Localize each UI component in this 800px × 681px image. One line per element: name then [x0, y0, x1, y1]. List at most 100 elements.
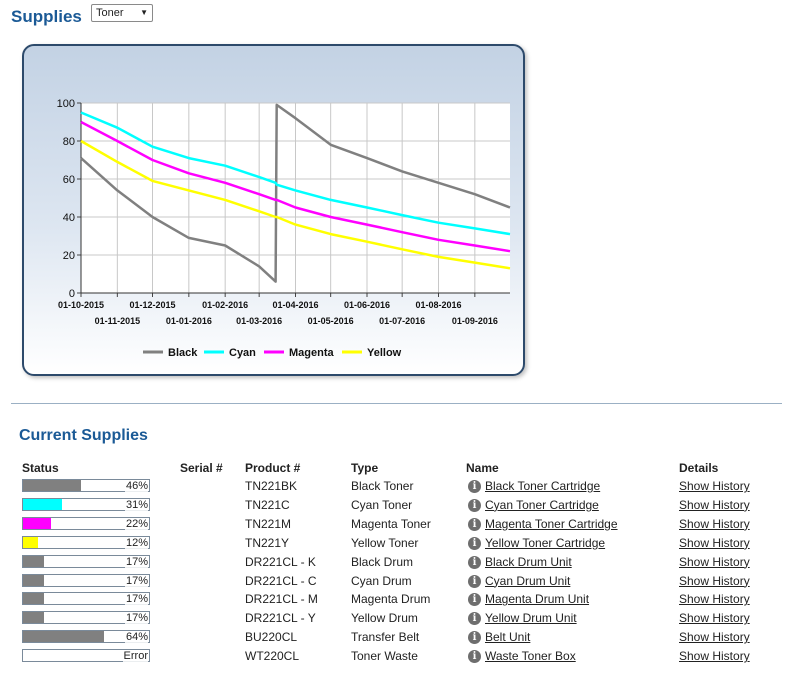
status-level-fill	[23, 536, 39, 548]
status-level-fill	[23, 480, 81, 491]
product-number: WT220CL	[245, 649, 300, 664]
status-percent: 17%	[124, 612, 148, 625]
supply-name-link[interactable]: Magenta Drum Unit	[485, 592, 590, 607]
show-history-link[interactable]: Show History	[679, 535, 750, 550]
status-level-fill	[23, 593, 45, 605]
info-icon[interactable]: i	[468, 631, 481, 645]
status-level-fill	[23, 574, 45, 586]
supply-type: Yellow Toner	[351, 535, 419, 550]
status-level-bar: 64%	[22, 630, 150, 644]
show-history-link[interactable]: Show History	[679, 479, 750, 493]
show-history-link[interactable]: Show History	[679, 516, 750, 531]
supply-name-link[interactable]: Yellow Toner Cartridge	[485, 535, 606, 550]
x-tick-label: 01-09-2016	[452, 316, 498, 326]
supplies-chart: 0 20 40 60 80 100 01-10-2015 01-12-2015 01-02-20…	[57, 98, 511, 359]
x-tick-label: 01-05-2016	[308, 316, 354, 326]
y-tick-label: 0	[69, 288, 75, 300]
x-tick-label: 01-01-2016	[166, 316, 212, 326]
status-percent: 22%	[124, 517, 148, 530]
supply-name-link[interactable]: Belt Unit	[485, 630, 531, 645]
status-percent: 12%	[124, 536, 148, 549]
product-number: BU220CL	[245, 630, 298, 645]
details-header: Details	[679, 461, 719, 475]
status-level-fill	[23, 498, 63, 510]
y-tick-label: 60	[63, 174, 75, 186]
show-history-link[interactable]: Show History	[679, 611, 750, 626]
info-icon[interactable]: i	[468, 498, 481, 512]
y-tick-label: 100	[57, 98, 75, 110]
product-number: TN221BK	[245, 479, 298, 493]
show-history-link[interactable]: Show History	[679, 649, 750, 664]
show-history-link[interactable]: Show History	[679, 592, 750, 607]
legend-label: Yellow	[367, 347, 402, 359]
status-level-fill	[23, 555, 45, 567]
legend-label: Magenta	[289, 347, 335, 359]
show-history-link[interactable]: Show History	[679, 630, 750, 645]
show-history-link[interactable]: Show History	[679, 573, 750, 588]
info-icon[interactable]: i	[468, 650, 481, 664]
info-icon[interactable]: i	[468, 517, 481, 531]
supply-name-link[interactable]: Black Toner Cartridge	[485, 479, 601, 493]
product-number: DR221CL - Y	[245, 611, 316, 626]
supply-type: Yellow Drum	[351, 611, 418, 626]
supply-name-link[interactable]: Waste Toner Box	[485, 649, 576, 664]
x-tick-label: 01-11-2015	[95, 316, 141, 326]
status-level-fill	[23, 517, 51, 529]
type-header: Type	[351, 461, 379, 475]
supply-row: 64% BU220CL Transfer Belt i Belt Unit Show Hi…	[0, 628, 800, 647]
supply-type: Black Toner	[351, 479, 414, 493]
current-supplies-title: Current Supplies	[19, 427, 148, 444]
info-icon[interactable]: i	[468, 612, 481, 626]
supply-name-link[interactable]: Cyan Toner Cartridge	[485, 497, 599, 512]
status-level-bar: 17%	[22, 592, 150, 606]
status-percent: Error	[122, 650, 148, 663]
product-number: DR221CL - K	[245, 554, 316, 569]
y-tick-label: 40	[63, 212, 75, 224]
x-tick-label: 01-08-2016	[415, 300, 461, 310]
y-tick-label: 20	[63, 250, 75, 262]
supply-name-link[interactable]: Yellow Drum Unit	[485, 611, 577, 626]
show-history-link[interactable]: Show History	[679, 497, 750, 512]
info-icon[interactable]: i	[468, 555, 481, 569]
status-level-bar: 31%	[22, 497, 150, 511]
info-icon[interactable]: i	[468, 574, 481, 588]
x-tick-label: 01-03-2016	[236, 316, 282, 326]
status-percent: 17%	[124, 593, 148, 606]
x-tick-label: 01-04-2016	[272, 300, 318, 310]
status-percent: 17%	[124, 574, 148, 587]
supply-row: Error WT220CL Toner Waste i Waste Toner Box S…	[0, 647, 800, 666]
supply-name-link[interactable]: Cyan Drum Unit	[485, 573, 571, 588]
info-icon[interactable]: i	[468, 536, 481, 550]
info-icon[interactable]: i	[468, 593, 481, 607]
status-level-bar: 17%	[22, 554, 150, 568]
supply-type-select-value: Toner	[96, 7, 124, 19]
supply-type: Cyan Toner	[351, 497, 413, 512]
supply-row: 31% TN221C Cyan Toner i Cyan Toner Cartridge…	[0, 496, 800, 515]
page-title: Supplies	[11, 7, 82, 26]
supply-type: Magenta Toner	[351, 516, 431, 531]
supply-type: Black Drum	[351, 554, 414, 569]
x-tick-label: 01-12-2015	[129, 300, 175, 310]
product-number: TN221M	[245, 516, 292, 531]
supply-name-link[interactable]: Black Drum Unit	[485, 554, 572, 569]
series-line-magenta	[80, 120, 511, 253]
show-history-link[interactable]: Show History	[679, 554, 750, 569]
status-level-fill	[23, 631, 104, 643]
legend-label: Black	[168, 347, 198, 359]
info-icon[interactable]: i	[468, 480, 481, 493]
supply-type: Toner Waste	[351, 649, 418, 664]
supply-name-link[interactable]: Magenta Toner Cartridge	[485, 516, 618, 531]
status-level-bar: 17%	[22, 611, 150, 625]
status-header: Status	[22, 461, 59, 475]
supply-type-select[interactable]: Toner ▼	[91, 4, 153, 22]
supply-row: 22% TN221M Magenta Toner i Magenta Toner Car…	[0, 515, 800, 534]
x-tick-label: 01-02-2016	[202, 300, 248, 310]
status-percent: 64%	[124, 631, 148, 644]
status-percent: 31%	[124, 498, 148, 511]
status-level-bar: 12%	[22, 535, 150, 549]
supply-row: 17% DR221CL - M Magenta Drum i Magenta Drum …	[0, 590, 800, 609]
status-percent: 46%	[124, 480, 148, 492]
product-number: DR221CL - C	[245, 573, 317, 588]
product-number: DR221CL - M	[245, 592, 318, 607]
legend-label: Cyan	[229, 347, 256, 359]
